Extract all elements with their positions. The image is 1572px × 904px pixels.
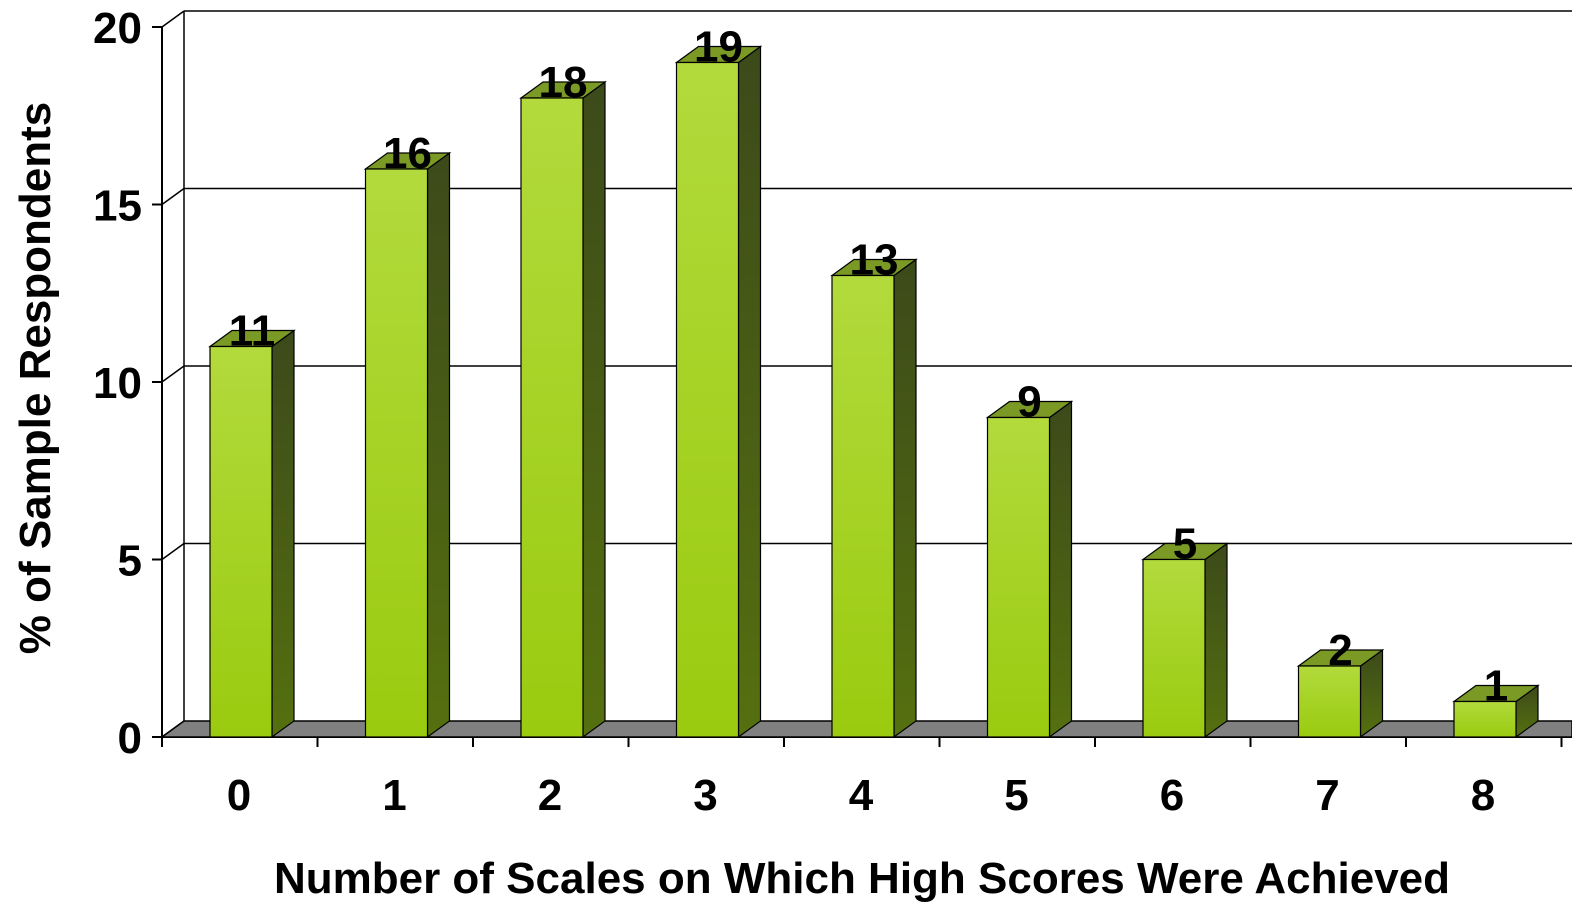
bar	[985, 400, 1074, 739]
bar-front	[1297, 665, 1362, 738]
gridline-connector	[161, 10, 185, 28]
x-tick-label: 0	[227, 771, 251, 820]
x-tick-label: 3	[693, 771, 717, 820]
bar	[1296, 648, 1385, 739]
bars	[208, 45, 1540, 739]
bar-side	[426, 151, 451, 739]
data-label: 18	[539, 58, 588, 107]
x-axis-title: Number of Scales on Which High Scores We…	[274, 854, 1450, 903]
data-label: 16	[383, 129, 432, 178]
y-tick-label: 15	[93, 182, 142, 231]
gridline-connector	[161, 365, 185, 383]
x-tick-label: 6	[1160, 771, 1184, 820]
bar-side	[1204, 542, 1228, 739]
bar-side	[582, 80, 606, 739]
gridline-connector	[161, 542, 185, 561]
bar-front	[209, 345, 273, 738]
bar-side	[893, 258, 917, 739]
data-label: 13	[850, 236, 899, 285]
data-label: 11	[229, 307, 276, 356]
y-tick-label: 5	[118, 537, 142, 586]
bar-front	[364, 168, 429, 738]
bar	[830, 258, 918, 739]
y-tick-label: 20	[93, 4, 142, 53]
data-labels: 11 16 18 19 13 9 5 2 1	[229, 23, 1509, 711]
bar-front	[520, 97, 584, 738]
x-tick-label: 7	[1315, 771, 1339, 820]
bar-front	[1453, 700, 1517, 738]
x-tick-label: 1	[382, 771, 406, 820]
tick-labels: 0 5 10 15 20 0 1 2 3 4 5 6 7 8	[93, 4, 1495, 820]
data-label: 2	[1328, 626, 1352, 675]
bar-front	[831, 274, 895, 738]
bar	[674, 45, 763, 739]
bar	[1141, 542, 1229, 739]
y-tick-label: 10	[93, 359, 142, 408]
bar-side	[737, 45, 762, 739]
gridline-connector	[161, 187, 185, 206]
data-label: 9	[1017, 378, 1041, 427]
bar	[208, 329, 296, 739]
y-axis-title: % of Sample Respondents	[11, 102, 60, 655]
bar	[1452, 684, 1540, 739]
bar-front	[675, 61, 740, 738]
x-tick-label: 8	[1471, 771, 1495, 820]
bar	[363, 151, 452, 739]
data-label: 5	[1173, 520, 1197, 569]
data-label: 1	[1484, 662, 1508, 711]
bar-front	[986, 416, 1051, 738]
data-label: 19	[694, 23, 743, 72]
x-tick-label: 2	[538, 771, 562, 820]
bar	[519, 80, 607, 739]
x-tick-label: 4	[849, 771, 874, 820]
x-tick-label: 5	[1004, 771, 1028, 820]
y-tick-label: 0	[118, 714, 142, 763]
bar-side	[271, 329, 295, 739]
bar-front	[1142, 558, 1206, 738]
bar-side	[1048, 400, 1073, 739]
